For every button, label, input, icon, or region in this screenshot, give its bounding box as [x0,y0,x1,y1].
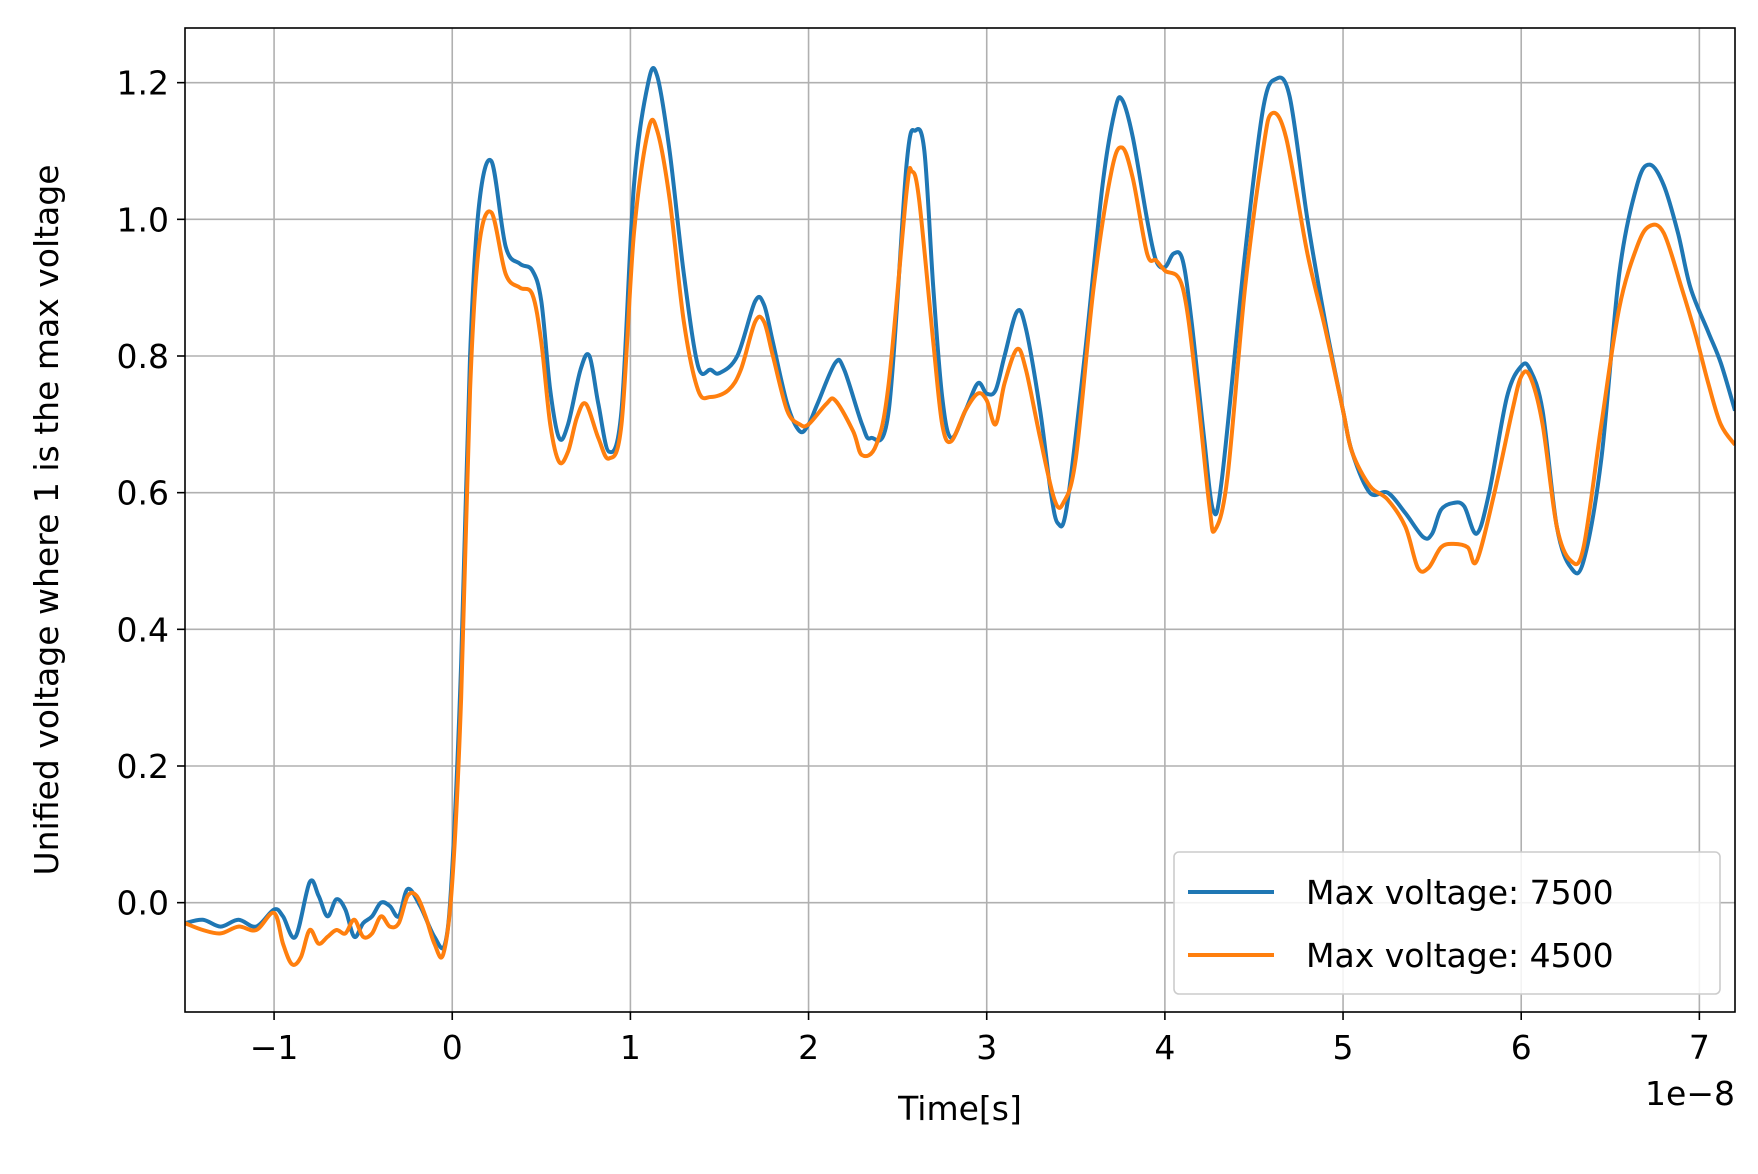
legend-box [1173,851,1721,995]
series-layer [185,66,1735,967]
series-line-2 [185,110,1735,967]
x-tick-label: 0 [442,1028,463,1067]
x-axis-offset-label: 1e−8 [1645,1074,1735,1113]
x-tick-label: 1 [620,1028,641,1067]
y-axis-label: Unified voltage where 1 is the max volta… [27,164,66,875]
x-tick-label: 3 [976,1028,997,1067]
plot-frame [184,27,1736,1013]
y-tick-label: 0.6 [117,474,169,513]
x-tick-label: 2 [798,1028,819,1067]
x-axis-label: Time[s] [897,1089,1022,1128]
y-tick-label: 0.8 [117,337,169,376]
x-tick-label: −1 [250,1028,299,1067]
ticks: −1 0 1 2 3 4 5 6 7 0.0 0.2 0.4 0.6 0.8 1.0 1.2 [117,64,1710,1067]
y-tick-label: 0.0 [117,884,169,923]
x-tick-label: 5 [1333,1028,1354,1067]
x-tick-label: 6 [1511,1028,1532,1067]
legend-label-series-2: Max voltage: 4500 [1306,936,1614,975]
y-tick-label: 0.4 [117,610,169,649]
x-tick-label: 7 [1689,1028,1710,1067]
y-tick-label: 1.0 [117,200,169,239]
x-tick-label: 4 [1154,1028,1175,1067]
legend-label-series-1: Max voltage: 7500 [1306,873,1614,912]
y-tick-label: 1.2 [117,64,169,103]
legend: Max voltage: 7500 Max voltage: 4500 [1173,851,1721,995]
y-tick-label: 0.2 [117,747,169,786]
